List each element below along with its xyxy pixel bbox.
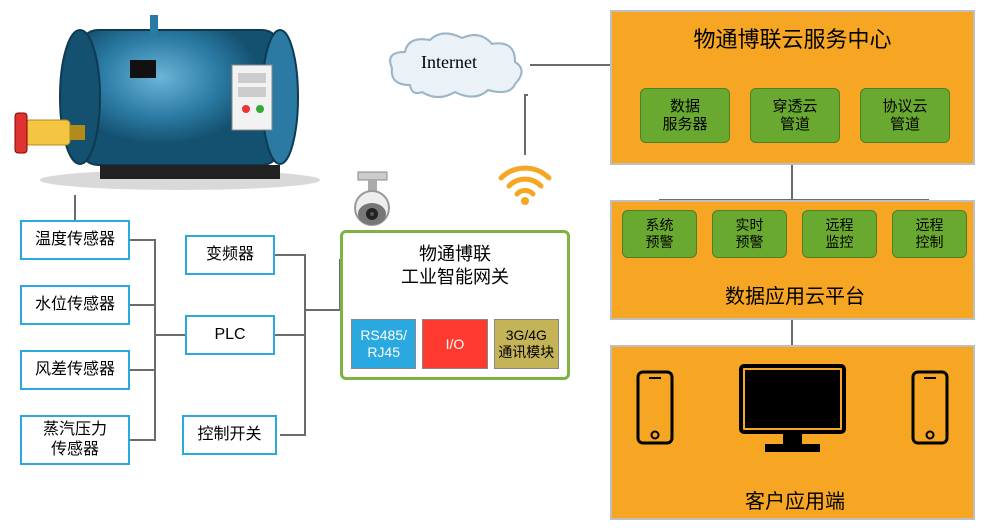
phone-right-icon [910,370,950,445]
cloud-pill-data-server: 数据服务器 [640,88,730,143]
gateway-title-l1: 物通博联 [419,244,491,264]
platform-pill-remote-control: 远程控制 [892,210,967,258]
phone-left-icon [635,370,675,445]
wifi-icon [495,152,555,207]
cloud-pill-tunnel: 穿透云管道 [750,88,840,143]
gateway-panel: 物通博联 工业智能网关 RS485/RJ45 I/O 3G/4G通讯模块 [340,230,570,380]
sensor-temperature: 温度传感器 [20,220,130,260]
monitor-icon [735,360,850,460]
gateway-mod-3g4g: 3G/4G通讯模块 [494,319,559,369]
platform-pill-sys-alert: 系统预警 [622,210,697,258]
sensor-water-level: 水位传感器 [20,285,130,325]
control-switch-box: 控制开关 [182,415,277,455]
sensor-steam-l1: 蒸汽压力 [43,421,107,438]
boiler-illustration [10,5,330,195]
cloud-center-title: 物通博联云服务中心 [612,22,973,54]
sensor-wind-diff: 风差传感器 [20,350,130,390]
sensor-steam-pressure: 蒸汽压力 传感器 [20,415,130,465]
internet-label: Internet [421,52,477,73]
platform-pill-remote-monitor: 远程监控 [802,210,877,258]
inverter-box: 变频器 [185,235,275,275]
gateway-title-l2: 工业智能网关 [401,267,509,287]
client-title: 客户应用端 [745,485,845,514]
gateway-mod-io: I/O [422,319,487,369]
sensor-steam-l2: 传感器 [51,441,99,458]
gateway-mod-rs485: RS485/RJ45 [351,319,416,369]
platform-title: 数据应用云平台 [725,280,865,309]
platform-pill-realtime-alert: 实时预警 [712,210,787,258]
cloud-pill-protocol: 协议云管道 [860,88,950,143]
camera-icon [350,170,395,235]
plc-box: PLC [185,315,275,355]
